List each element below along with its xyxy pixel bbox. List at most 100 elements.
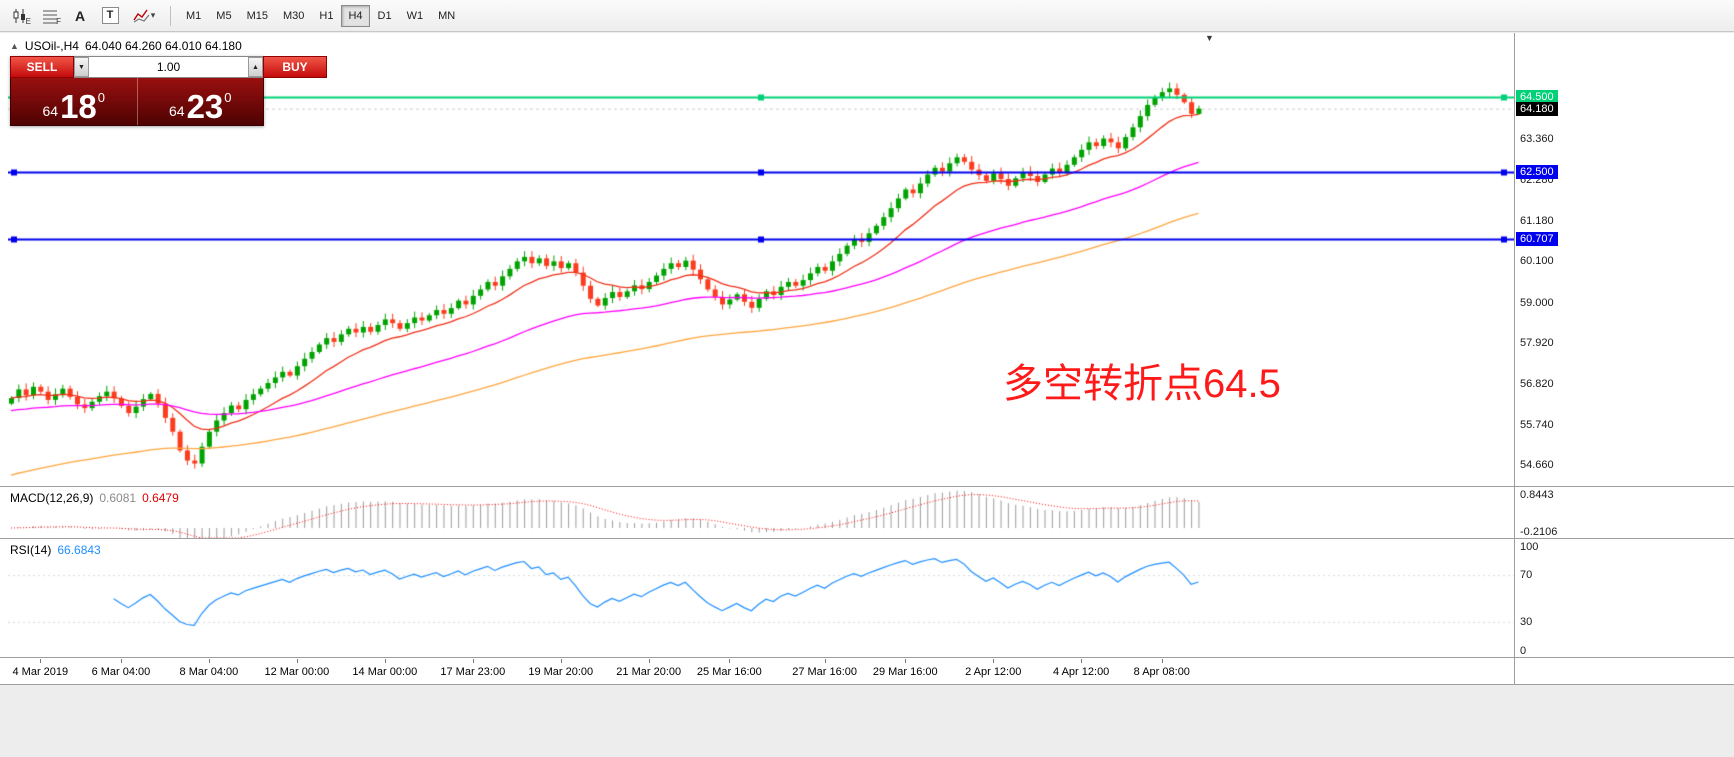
buy-price-big-digits: 23	[186, 87, 224, 125]
timeframe-m5-button[interactable]: M5	[209, 5, 238, 27]
macd-main-value: 0.6081	[99, 491, 137, 505]
timeframe-m30-button[interactable]: M30	[276, 5, 311, 27]
price-tick-label: 54.660	[1520, 459, 1554, 472]
price-tick-label: 56.820	[1520, 378, 1554, 391]
volume-decrease-button[interactable]: ▼	[74, 57, 89, 77]
rsi-axis-tick-label: 0	[1520, 645, 1527, 657]
time-axis-tick	[729, 659, 731, 663]
time-axis-label: 8 Mar 04:00	[179, 666, 239, 678]
chart-bottom-border	[0, 684, 1734, 685]
time-axis-label: 19 Mar 20:00	[528, 666, 594, 678]
letter-t-glyph: T	[101, 7, 119, 24]
timeframe-w1-button[interactable]: W1	[400, 5, 431, 27]
volume-field: ▼ ▲	[74, 56, 263, 78]
time-axis-label: 27 Mar 16:00	[792, 666, 858, 678]
time-axis-label: 6 Mar 04:00	[91, 666, 151, 678]
rsi-indicator-canvas[interactable]	[8, 540, 1514, 657]
trade-panel-collapse-icon[interactable]: ▲	[10, 41, 19, 51]
time-axis-tick	[1081, 659, 1083, 663]
macd-indicator-canvas[interactable]	[8, 488, 1514, 538]
macd-panel-title: MACD(12,26,9) 0.6081 0.6479	[10, 491, 179, 505]
grid-glyph	[43, 10, 57, 23]
time-axis-tick	[40, 659, 42, 663]
price-axis-divider	[1514, 33, 1515, 684]
time-axis-tick	[905, 659, 907, 663]
rsi-timeaxis-separator[interactable]	[0, 657, 1734, 658]
symbol-timeframe-label: USOil-,H4	[24, 39, 79, 53]
buy-button[interactable]: BUY	[263, 56, 327, 78]
text-label-icon[interactable]: A	[66, 4, 94, 28]
volume-increase-button[interactable]: ▲	[248, 57, 263, 77]
hline-price-label: 60.707	[1516, 231, 1558, 246]
sell-price-superscript: 0	[97, 90, 106, 105]
timeframe-h1-button[interactable]: H1	[312, 5, 340, 27]
trade-prices-row: 64 18 0 64 23 0	[10, 78, 264, 126]
ohlc-values: 64.040 64.260 64.010 64.180	[84, 39, 242, 53]
buy-price-display[interactable]: 64 23 0	[138, 78, 264, 125]
macd-rsi-separator[interactable]	[0, 538, 1734, 539]
time-axis-tick	[296, 659, 298, 663]
price-tick-label: 57.920	[1520, 336, 1554, 349]
time-axis-tick	[120, 659, 122, 663]
time-axis-tick	[1161, 659, 1163, 663]
timeframe-mn-button[interactable]: MN	[431, 5, 462, 27]
timeframe-m15-button[interactable]: M15	[240, 5, 275, 27]
indicators-icon[interactable]: ▾	[126, 4, 162, 28]
time-axis-label: 4 Mar 2019	[12, 666, 69, 678]
sell-price-display[interactable]: 64 18 0	[11, 78, 138, 125]
time-axis-tick	[384, 659, 386, 663]
sell-price-big-digits: 18	[60, 87, 97, 125]
time-axis-label: 12 Mar 00:00	[264, 666, 330, 678]
grid-icon[interactable]: F	[36, 4, 64, 28]
buy-price-superscript: 0	[224, 90, 232, 105]
rsi-indicator-name: RSI(14)	[10, 543, 52, 557]
macd-signal-value: 0.6479	[142, 491, 179, 505]
macd-axis-max-label: 0.8443	[1520, 489, 1554, 501]
price-tick-label: 60.100	[1520, 255, 1554, 268]
toolbar: E F A T ▾ M1 M5 M15 M30 H1 H4 D1 W1 MN	[0, 0, 1734, 32]
sell-button[interactable]: SELL	[10, 56, 74, 78]
timeframe-d1-button[interactable]: D1	[371, 5, 399, 27]
main-macd-separator[interactable]	[0, 486, 1734, 487]
text-box-icon[interactable]: T	[96, 4, 124, 28]
hline-price-label: 62.500	[1516, 164, 1558, 179]
macd-axis-min-label: -0.2106	[1520, 526, 1558, 538]
polyline-glyph	[133, 9, 150, 23]
trade-buttons-row: SELL ▼ ▲ BUY	[10, 56, 327, 78]
chart-shift-marker[interactable]: ▼	[1205, 33, 1214, 43]
candlestick-glyph	[13, 8, 25, 23]
icon-badge: F	[56, 16, 61, 26]
chevron-down-icon: ▾	[150, 10, 156, 20]
time-axis-tick	[472, 659, 474, 663]
hline-price-label: 64.500	[1516, 89, 1558, 104]
letter-a-glyph: A	[74, 7, 86, 24]
time-axis-tick	[824, 659, 826, 663]
rsi-current-value: 66.6843	[57, 543, 101, 557]
one-click-trading-panel: SELL ▼ ▲ BUY 64 18 0 64 23 0	[10, 56, 327, 126]
toolbar-separator	[170, 5, 171, 26]
timeframe-h4-button[interactable]: H4	[341, 4, 370, 27]
chart-text-annotation[interactable]: 多空转折点64.5	[1003, 362, 1281, 406]
rsi-axis-tick-label: 100	[1520, 541, 1539, 553]
time-axis-label: 25 Mar 16:00	[696, 666, 762, 678]
time-axis-tick	[648, 659, 650, 663]
volume-input[interactable]	[89, 57, 248, 77]
macd-indicator-name: MACD(12,26,9)	[10, 491, 94, 505]
timeframe-toolbar: M1 M5 M15 M30 H1 H4 D1 W1 MN	[179, 4, 462, 27]
timeframe-m1-button[interactable]: M1	[179, 5, 208, 27]
symbol-info-bar: ▲ USOil-,H4 64.040 64.260 64.010 64.180	[10, 39, 242, 53]
candlestick-chart-icon[interactable]: E	[6, 4, 34, 28]
window-bottom-filler	[0, 685, 1734, 757]
time-axis-tick	[993, 659, 995, 663]
price-tick-label: 59.000	[1520, 296, 1554, 309]
icon-badge: E	[25, 16, 31, 26]
time-axis-label: 29 Mar 16:00	[872, 666, 938, 678]
price-tick-label: 63.360	[1520, 133, 1554, 146]
rsi-axis-tick-label: 30	[1520, 615, 1533, 628]
time-axis-label: 14 Mar 00:00	[352, 666, 418, 678]
rsi-axis-tick-label: 70	[1520, 569, 1533, 582]
time-axis-tick	[208, 659, 210, 663]
time-axis-label: 21 Mar 20:00	[616, 666, 682, 678]
time-axis-label: 2 Apr 12:00	[965, 666, 1022, 678]
time-axis-label: 17 Mar 23:00	[440, 666, 506, 678]
